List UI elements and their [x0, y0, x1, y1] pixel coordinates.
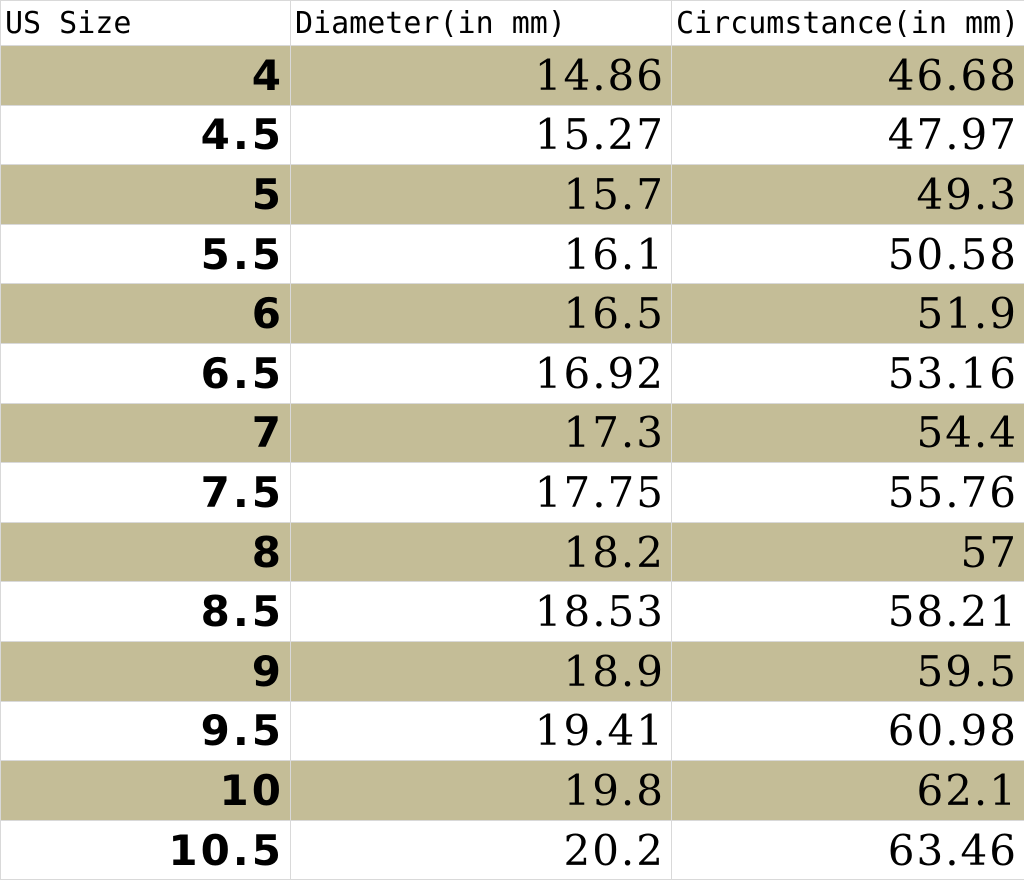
cell-us-size[interactable]: 9.5 [0, 700, 291, 762]
cell-diameter[interactable]: 18.9 [290, 640, 672, 702]
cell-circumference[interactable]: 49.3 [671, 164, 1024, 225]
cell-us-size[interactable]: 5.5 [0, 223, 291, 285]
cell-diameter[interactable]: 20.2 [290, 819, 672, 880]
table-row: 9.5 19.41 60.98 [0, 700, 1024, 762]
table-row: 4.5 15.27 47.97 [0, 104, 1024, 166]
cell-us-size[interactable]: 10 [0, 760, 291, 821]
table-row: 10.5 20.2 63.46 [0, 819, 1024, 880]
cell-diameter[interactable]: 15.27 [290, 104, 672, 166]
cell-diameter[interactable]: 19.8 [290, 760, 672, 821]
header-diameter[interactable]: Diameter(in mm) [290, 0, 672, 46]
cell-circumference[interactable]: 59.5 [671, 640, 1024, 702]
cell-us-size[interactable]: 8 [0, 521, 291, 583]
cell-us-size[interactable]: 5 [0, 164, 291, 225]
cell-circumference[interactable]: 60.98 [671, 700, 1024, 762]
cell-diameter[interactable]: 17.3 [290, 402, 672, 464]
cell-diameter[interactable]: 16.92 [290, 342, 672, 404]
cell-diameter[interactable]: 16.1 [290, 223, 672, 285]
table-row: 6 16.5 51.9 [0, 283, 1024, 344]
cell-us-size[interactable]: 6.5 [0, 342, 291, 404]
table-row: 5 15.7 49.3 [0, 164, 1024, 225]
cell-circumference[interactable]: 50.58 [671, 223, 1024, 285]
cell-us-size[interactable]: 4.5 [0, 104, 291, 166]
cell-us-size[interactable]: 7 [0, 402, 291, 464]
cell-diameter[interactable]: 14.86 [290, 45, 672, 106]
cell-diameter[interactable]: 19.41 [290, 700, 672, 762]
table-row: 8.5 18.53 58.21 [0, 581, 1024, 642]
cell-us-size[interactable]: 8.5 [0, 581, 291, 642]
cell-us-size[interactable]: 10.5 [0, 819, 291, 880]
cell-circumference[interactable]: 63.46 [671, 819, 1024, 880]
cell-diameter[interactable]: 17.75 [290, 462, 672, 523]
cell-circumference[interactable]: 54.4 [671, 402, 1024, 464]
cell-circumference[interactable]: 58.21 [671, 581, 1024, 642]
cell-diameter[interactable]: 15.7 [290, 164, 672, 225]
table-row: 9 18.9 59.5 [0, 640, 1024, 702]
cell-diameter[interactable]: 18.2 [290, 521, 672, 583]
table-row: 7.5 17.75 55.76 [0, 462, 1024, 523]
table-row: 4 14.86 46.68 [0, 45, 1024, 106]
cell-circumference[interactable]: 62.1 [671, 760, 1024, 821]
cell-diameter[interactable]: 16.5 [290, 283, 672, 344]
table-row: 8 18.2 57 [0, 521, 1024, 583]
cell-us-size[interactable]: 4 [0, 45, 291, 106]
table-body: 4 14.86 46.68 4.5 15.27 47.97 5 15.7 49.3 5.5 16.1… [0, 45, 1024, 880]
cell-circumference[interactable]: 57 [671, 521, 1024, 583]
cell-us-size[interactable]: 9 [0, 640, 291, 702]
table-row: 5.5 16.1 50.58 [0, 223, 1024, 285]
cell-us-size[interactable]: 7.5 [0, 462, 291, 523]
header-row: US Size Diameter(in mm) Circumstance(in … [0, 0, 1024, 46]
cell-diameter[interactable]: 18.53 [290, 581, 672, 642]
table-row: 6.5 16.92 53.16 [0, 342, 1024, 404]
table-row: 10 19.8 62.1 [0, 760, 1024, 821]
header-circumference[interactable]: Circumstance(in mm) [671, 0, 1024, 46]
cell-circumference[interactable]: 46.68 [671, 45, 1024, 106]
cell-us-size[interactable]: 6 [0, 283, 291, 344]
table-row: 7 17.3 54.4 [0, 402, 1024, 464]
header-us-size[interactable]: US Size [0, 0, 291, 46]
cell-circumference[interactable]: 47.97 [671, 104, 1024, 166]
cell-circumference[interactable]: 55.76 [671, 462, 1024, 523]
cell-circumference[interactable]: 51.9 [671, 283, 1024, 344]
cell-circumference[interactable]: 53.16 [671, 342, 1024, 404]
